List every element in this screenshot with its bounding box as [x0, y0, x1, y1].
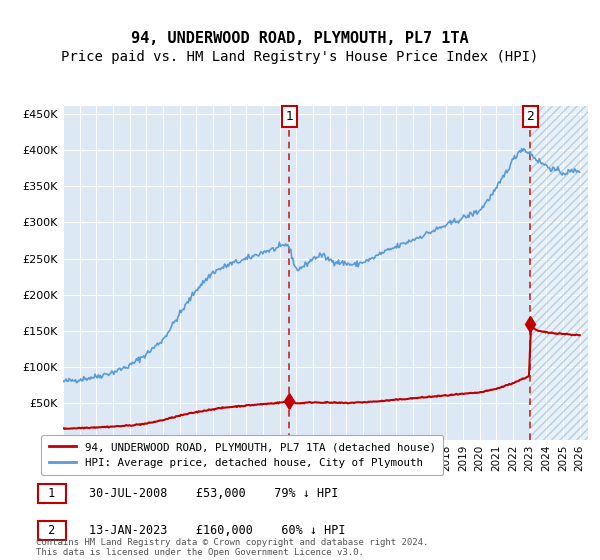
Text: Price paid vs. HM Land Registry's House Price Index (HPI): Price paid vs. HM Land Registry's House … [61, 50, 539, 64]
Text: Contains HM Land Registry data © Crown copyright and database right 2024.
This d: Contains HM Land Registry data © Crown c… [36, 538, 428, 557]
Text: 2: 2 [526, 110, 534, 123]
Text: 1: 1 [286, 110, 293, 123]
Text: 94, UNDERWOOD ROAD, PLYMOUTH, PL7 1TA: 94, UNDERWOOD ROAD, PLYMOUTH, PL7 1TA [131, 31, 469, 46]
Text: 13-JAN-2023    £160,000    60% ↓ HPI: 13-JAN-2023 £160,000 60% ↓ HPI [89, 524, 346, 537]
Text: 1: 1 [41, 487, 62, 500]
Legend: 94, UNDERWOOD ROAD, PLYMOUTH, PL7 1TA (detached house), HPI: Average price, deta: 94, UNDERWOOD ROAD, PLYMOUTH, PL7 1TA (d… [41, 435, 443, 475]
Text: 30-JUL-2008    £53,000    79% ↓ HPI: 30-JUL-2008 £53,000 79% ↓ HPI [89, 487, 338, 500]
Text: 2: 2 [41, 524, 62, 537]
